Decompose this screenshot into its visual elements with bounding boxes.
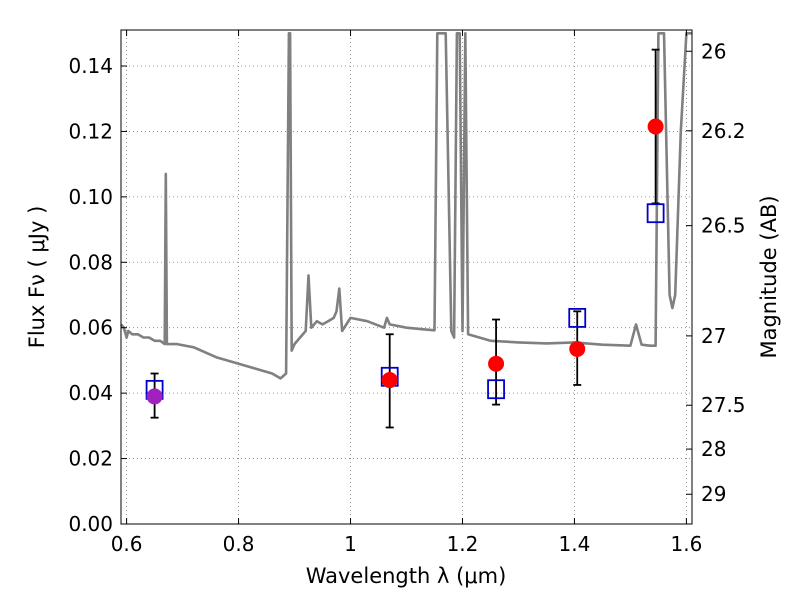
synthetic-point	[568, 307, 587, 328]
x-tick-label: 1.2	[447, 532, 479, 556]
right-tick-label: 26.2	[701, 119, 746, 143]
synthetic-point	[487, 379, 505, 400]
x-axis-ticks: 0.6 0.8 1 1.2 1.4 1.6	[111, 30, 702, 556]
right-axis-ticks: 26 26.2 26.5 27 27.5 28 29	[686, 39, 746, 506]
y-tick-label: 0.14	[68, 54, 113, 78]
plot-frame	[120, 29, 693, 525]
error-bars	[150, 48, 660, 429]
observed-point	[569, 340, 586, 357]
model-spectrum-series	[120, 31, 692, 380]
x-tick-label: 1.4	[559, 532, 591, 556]
y-axis-label: Flux Fν ( μJy )	[25, 206, 49, 349]
right-tick-label: 29	[701, 482, 726, 506]
x-tick-label: 0.6	[111, 532, 143, 556]
x-tick-label: 0.8	[223, 532, 255, 556]
y-tick-label: 0.04	[68, 381, 113, 405]
observed-point	[647, 118, 664, 135]
observed-point	[381, 372, 398, 389]
y-tick-label: 0.10	[68, 185, 113, 209]
observed-point	[488, 355, 505, 372]
x-axis-label: Wavelength λ (μm)	[306, 564, 507, 588]
y-tick-label: 0.12	[68, 119, 113, 143]
model-spectrum-line	[120, 31, 692, 380]
y-tick-label: 0.08	[68, 250, 113, 274]
observed-point	[146, 388, 163, 405]
y-tick-label: 0.02	[68, 447, 113, 471]
right-tick-label: 27.5	[701, 393, 746, 417]
y-tick-label: 0.06	[68, 316, 113, 340]
y-tick-label: 0.00	[68, 512, 113, 536]
y-axis-ticks: 0.00 0.02 0.04 0.06 0.08 0.10 0.12 0.14	[68, 54, 127, 536]
grid-lines	[121, 30, 692, 524]
synthetic-point	[646, 203, 665, 224]
right-tick-label: 28	[701, 437, 726, 461]
observed-photometry-series	[146, 118, 664, 405]
right-axis-label: Magnitude (AB)	[757, 195, 781, 358]
right-tick-label: 26.5	[701, 214, 746, 238]
x-tick-label: 1.6	[670, 532, 702, 556]
right-tick-label: 26	[701, 39, 726, 63]
right-tick-label: 27	[701, 324, 726, 348]
synthetic-photometry-series	[145, 203, 665, 400]
x-tick-label: 1	[344, 532, 357, 556]
